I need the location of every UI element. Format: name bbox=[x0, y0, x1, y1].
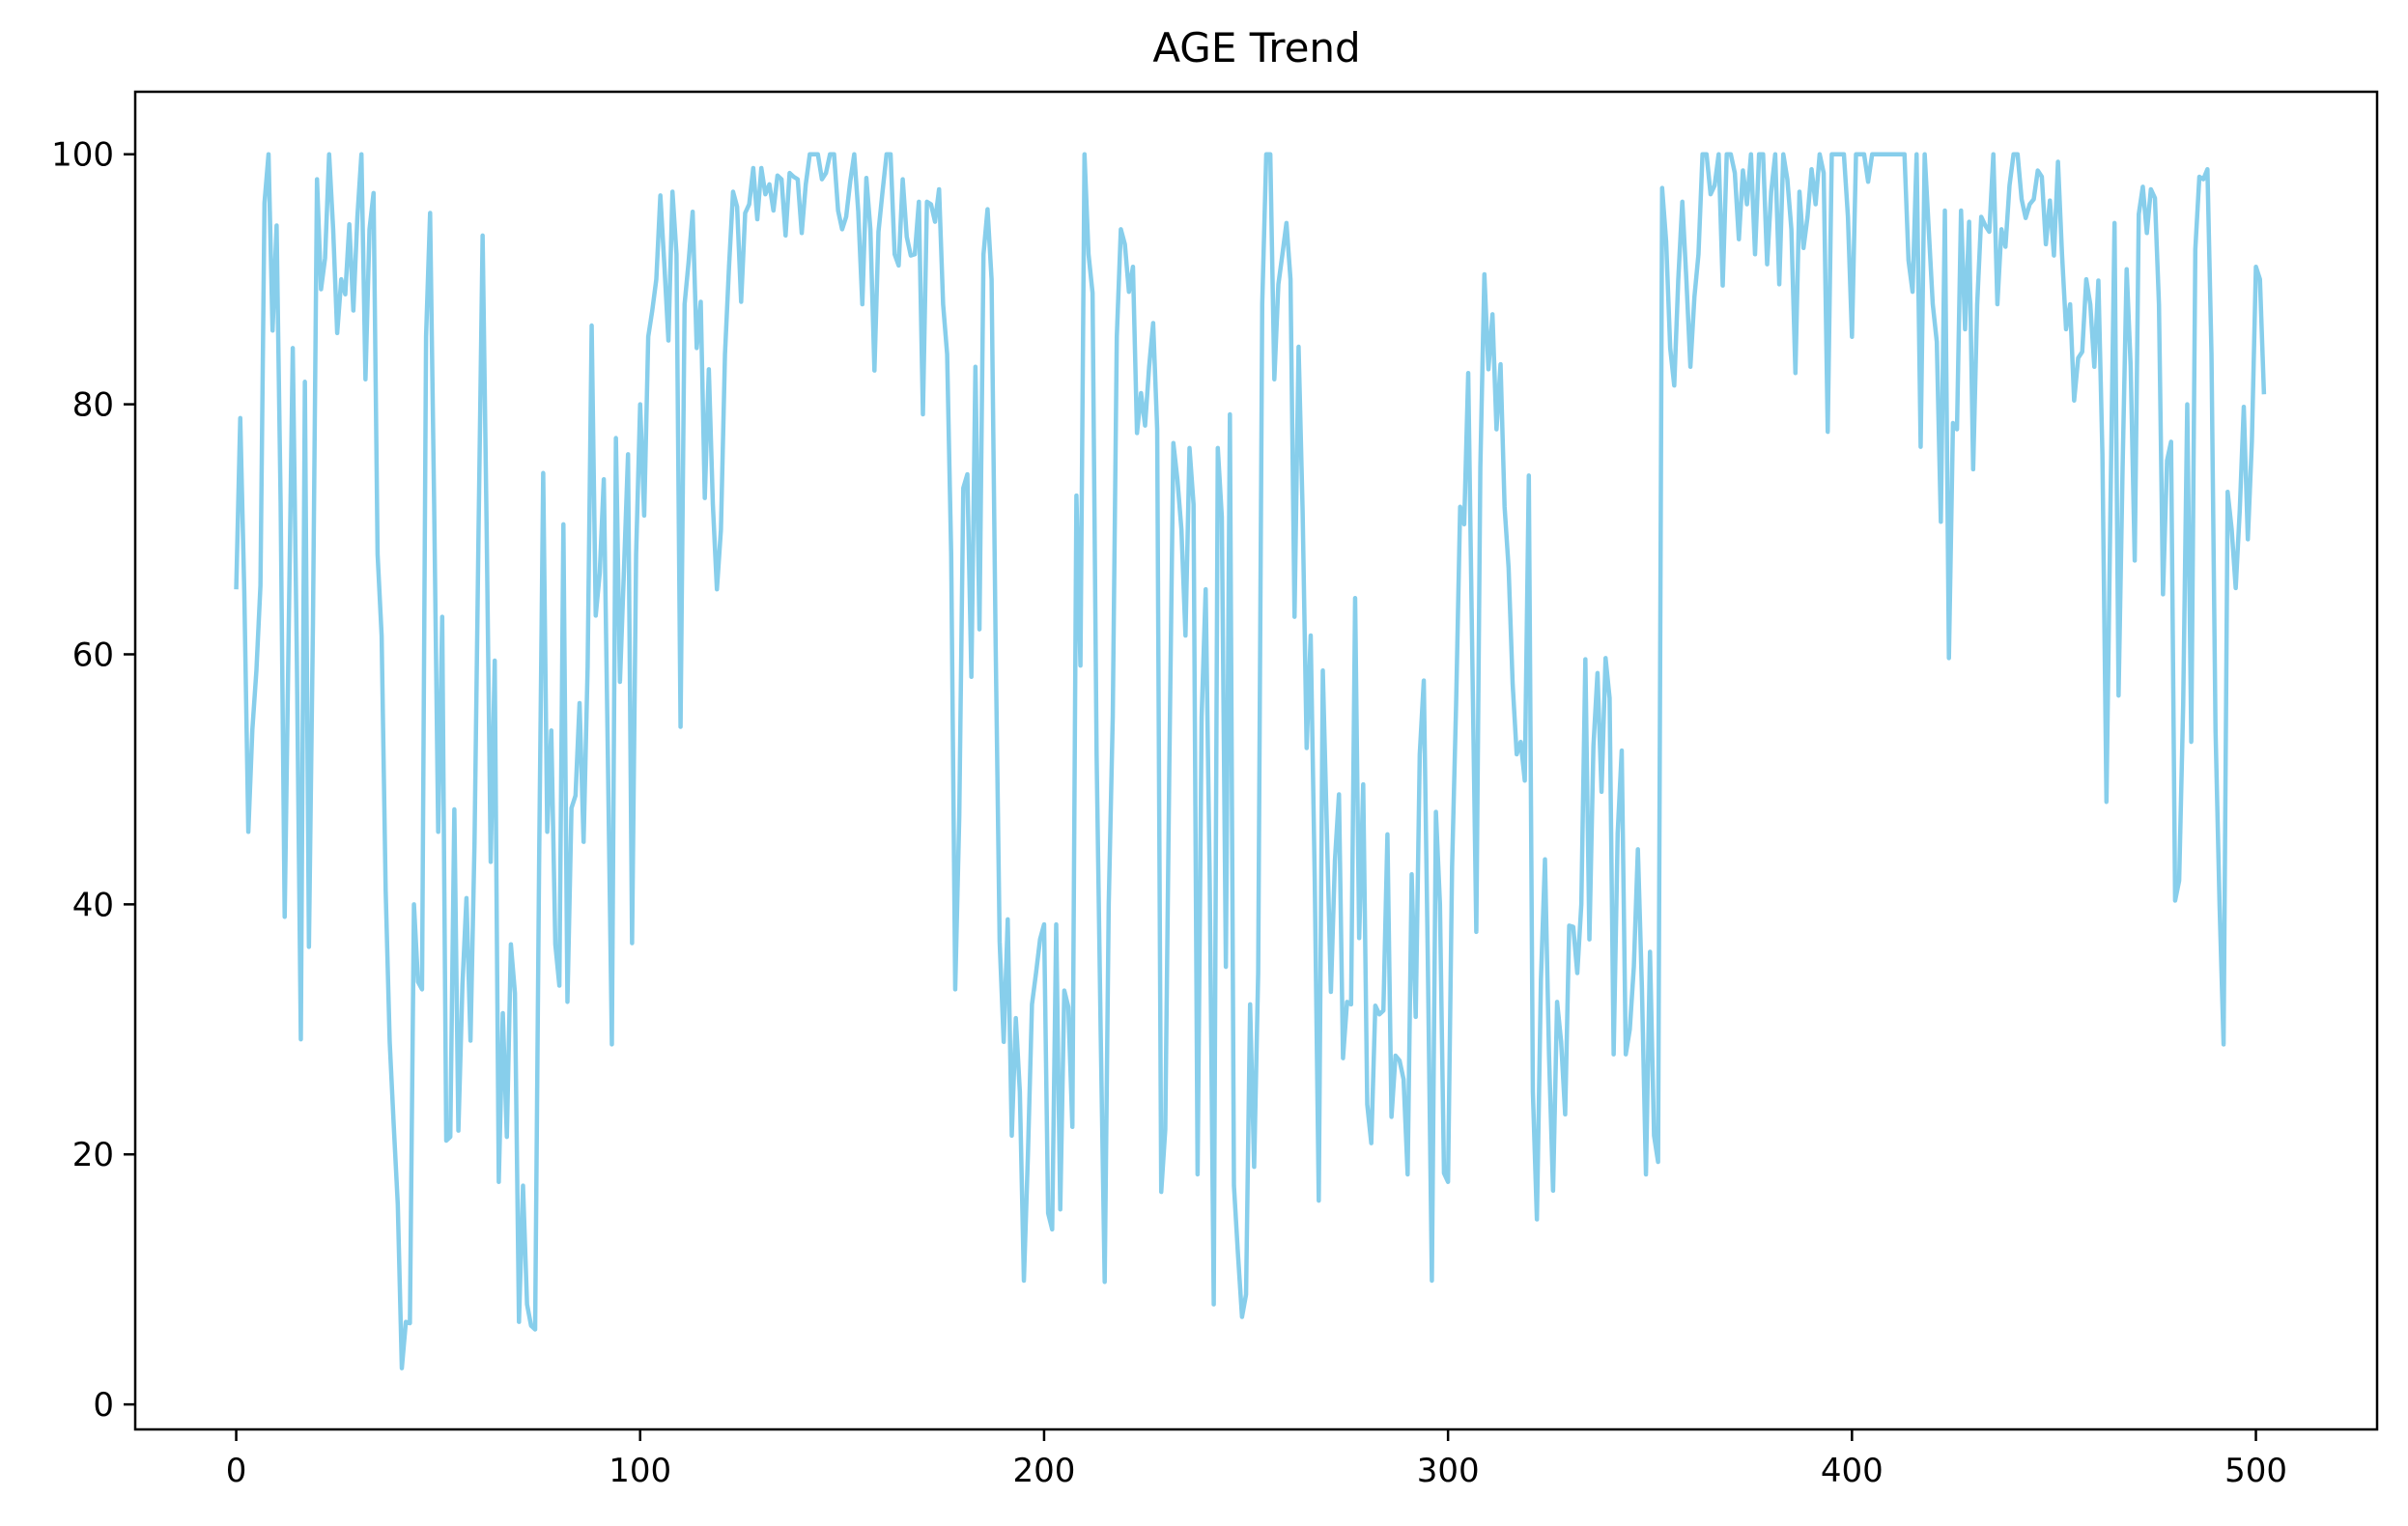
y-tick-label: 20 bbox=[72, 1136, 114, 1174]
y-tick-label: 80 bbox=[72, 386, 114, 425]
y-tick-label: 40 bbox=[72, 886, 114, 924]
y-tick-label: 100 bbox=[51, 136, 114, 175]
x-tick-label: 400 bbox=[1821, 1452, 1884, 1490]
y-tick-label: 60 bbox=[72, 636, 114, 674]
x-tick-label: 100 bbox=[609, 1452, 671, 1490]
x-tick-label: 500 bbox=[2224, 1452, 2287, 1490]
plot-frame bbox=[133, 90, 2379, 1431]
x-tick-label: 0 bbox=[226, 1452, 247, 1490]
chart-title: AGE Trend bbox=[1152, 24, 1360, 71]
plot-area bbox=[234, 152, 2267, 1371]
x-axis: 0 100 200 300 400 500 bbox=[226, 1429, 2287, 1490]
y-axis: 0 20 40 60 80 100 bbox=[51, 136, 135, 1425]
series-line bbox=[234, 152, 2267, 1371]
x-tick-label: 200 bbox=[1012, 1452, 1075, 1490]
y-tick-label: 0 bbox=[93, 1386, 114, 1425]
x-tick-label: 300 bbox=[1417, 1452, 1480, 1490]
